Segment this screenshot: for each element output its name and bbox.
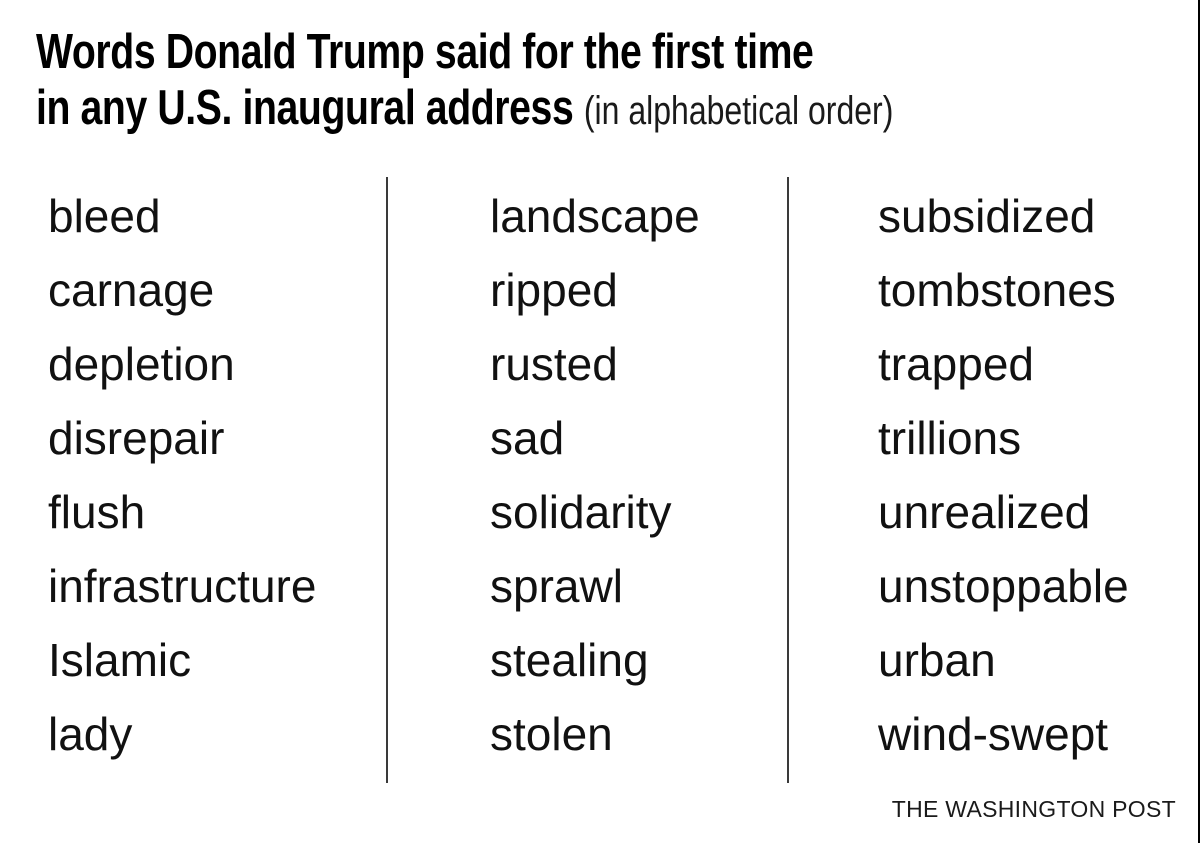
word-item: landscape xyxy=(490,190,700,242)
word-item: subsidized xyxy=(878,190,1096,242)
word-item: trillions xyxy=(878,412,1022,464)
word-item: depletion xyxy=(48,338,235,390)
word-item: unrealized xyxy=(878,486,1091,538)
word-column-3: subsidized tombstones trapped trillions unre… xyxy=(878,179,1129,771)
title-line-2-bold: in any U.S. inaugural address xyxy=(36,81,574,135)
title-line-1: Words Donald Trump said for the first ti… xyxy=(36,25,814,79)
word-item: trapped xyxy=(878,338,1035,390)
word-item: unstoppable xyxy=(878,560,1129,612)
title-line-2: in any U.S. inaugural address (in alphab… xyxy=(36,80,893,139)
page-title: Words Donald Trump said for the first ti… xyxy=(36,24,893,139)
word-item: carnage xyxy=(48,264,215,316)
right-frame-border xyxy=(1198,0,1200,843)
word-item: urban xyxy=(878,634,996,686)
word-item: disrepair xyxy=(48,412,225,464)
title-note: (in alphabetical order) xyxy=(583,89,894,133)
word-item: wind-swept xyxy=(878,708,1109,760)
column-divider-1 xyxy=(386,177,388,783)
word-column-2: landscape ripped rusted sad solidarity sprawl… xyxy=(490,179,700,771)
word-item: rusted xyxy=(490,338,618,390)
word-item: bleed xyxy=(48,190,161,242)
word-item: ripped xyxy=(490,264,618,316)
word-item: Islamic xyxy=(48,634,192,686)
word-item: tombstones xyxy=(878,264,1116,316)
word-item: sad xyxy=(490,412,565,464)
word-item: stealing xyxy=(490,634,649,686)
word-item: lady xyxy=(48,708,133,760)
word-item: stolen xyxy=(490,708,613,760)
word-item: solidarity xyxy=(490,486,672,538)
word-item: infrastructure xyxy=(48,560,317,612)
word-column-1: bleed carnage depletion disrepair flush infra… xyxy=(48,179,316,771)
word-item: sprawl xyxy=(490,560,623,612)
source-credit: THE WASHINGTON POST xyxy=(891,796,1176,822)
word-item: flush xyxy=(48,486,146,538)
column-divider-2 xyxy=(787,177,789,783)
